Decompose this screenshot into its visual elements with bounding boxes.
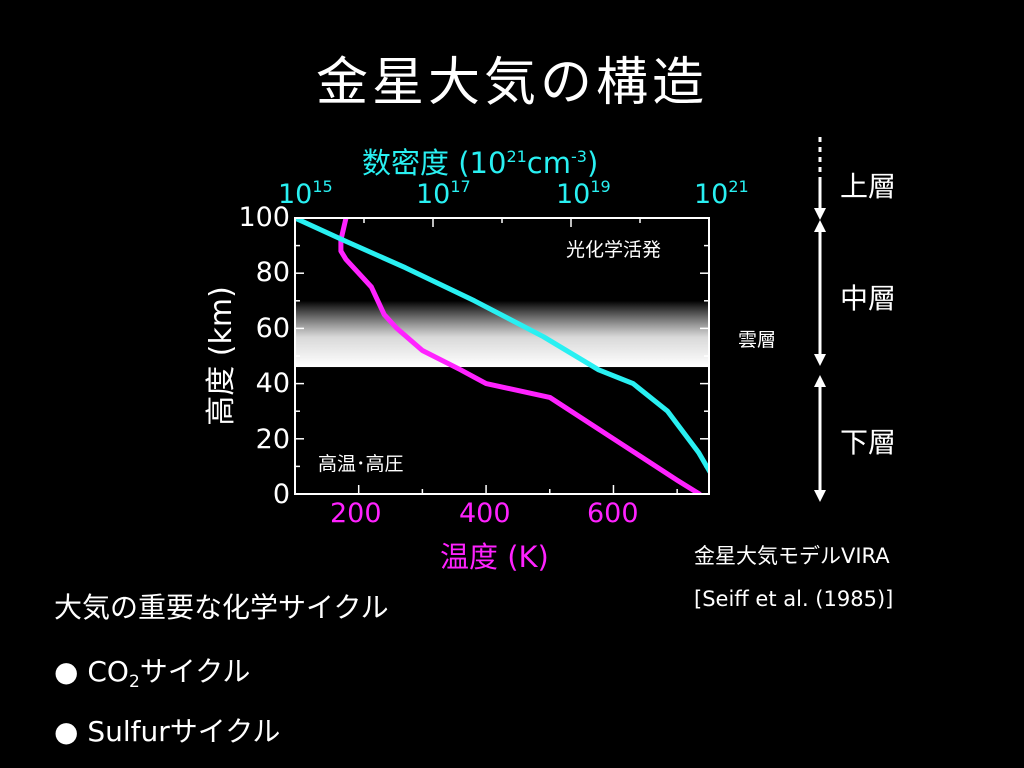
top-tick-label: 1015 <box>278 177 333 210</box>
layer-upper-label: 上層 <box>840 170 897 203</box>
y-tick-label: 0 <box>272 479 290 510</box>
middle-arrow-top <box>814 220 826 232</box>
bullet-sulfur-text: Sulfurサイクル <box>87 715 281 748</box>
bullet-dot-icon: ● <box>54 655 79 688</box>
top-axis-label-prefix: 数密度 (10 <box>362 146 507 180</box>
density-curve <box>295 218 709 476</box>
y-tick-label: 80 <box>255 257 290 288</box>
layer-lower-label: 下層 <box>840 426 897 459</box>
bottom-tick-label: 200 <box>330 498 382 529</box>
layer-middle-label: 中層 <box>840 282 897 315</box>
chemistry-heading: 大気の重要な化学サイクル <box>54 591 389 624</box>
y-tick-label: 40 <box>255 368 290 399</box>
bullet-dot-icon: ● <box>54 715 79 748</box>
top-axis-label-sup1: 21 <box>506 147 527 166</box>
bullet-co2-subscript: 2 <box>128 672 140 692</box>
y-axis-label: 高度 (km) <box>204 286 239 426</box>
model-reference: [Seiff et al. (1985)] <box>694 587 894 611</box>
top-axis-label-mid: cm <box>526 146 571 180</box>
top-tick-label: 1017 <box>416 177 471 210</box>
top-axis-label: 数密度 (1021cm-3) <box>362 140 598 182</box>
page-title: 金星大気の構造 <box>315 53 708 113</box>
cloud-layer-label: 雲層 <box>738 329 777 351</box>
bullet-sulfur: ● Sulfurサイクル <box>54 710 280 750</box>
top-axis-label-suffix: ) <box>586 146 599 180</box>
bullet-co2: ● CO2サイクル <box>54 650 250 692</box>
temperature-curve <box>338 218 702 494</box>
bullet-co2-prefix: CO <box>87 655 129 688</box>
top-axis-label-sup2: -3 <box>571 147 587 166</box>
plot-frame <box>294 217 710 495</box>
photochem-annotation: 光化学活発 <box>566 239 662 261</box>
model-name: 金星大気モデルVIRA <box>694 544 890 568</box>
curves <box>295 218 709 494</box>
top-tick-label: 1019 <box>556 177 611 210</box>
y-tick-label: 100 <box>238 202 290 233</box>
bottom-tick-label: 600 <box>587 498 639 529</box>
top-tick-label: 1021 <box>694 177 749 210</box>
upper-arrow-head <box>814 208 826 220</box>
lower-arrow-bottom <box>814 490 826 502</box>
lower-arrow-top <box>814 375 826 387</box>
bottom-tick-label: 400 <box>459 498 511 529</box>
y-tick-label: 60 <box>255 313 290 344</box>
y-tick-label: 20 <box>255 424 290 455</box>
bottom-axis-label: 温度 (K) <box>440 540 549 574</box>
cloud-layer <box>295 300 709 368</box>
layer-arrows <box>814 137 826 502</box>
bullet-co2-suffix: サイクル <box>139 655 251 688</box>
hot-annotation: 高温･高圧 <box>318 453 404 475</box>
middle-arrow-bottom <box>814 354 826 366</box>
